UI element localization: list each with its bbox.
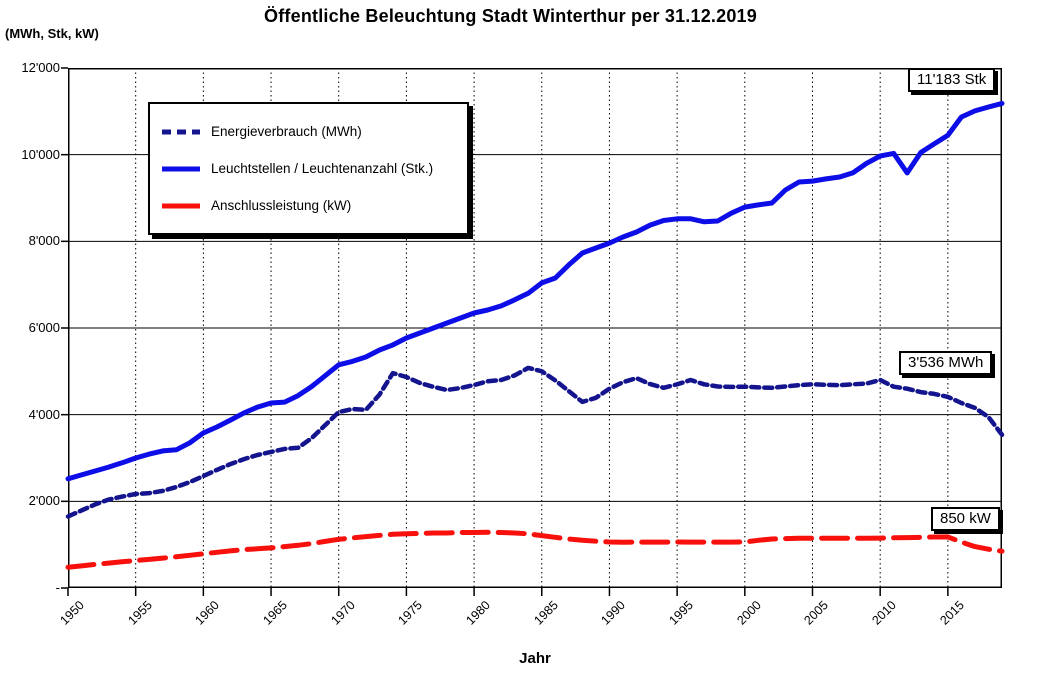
- chart-title: Öffentliche Beleuchtung Stadt Winterthur…: [264, 6, 757, 26]
- legend-item-leuchtstellen: Leuchtstellen / Leuchtenanzahl (Stk.): [162, 150, 461, 187]
- y-tick-label: 10'000: [21, 146, 60, 162]
- y-tick-label: 2'000: [28, 493, 60, 509]
- legend-label: Leuchtstellen / Leuchtenanzahl (Stk.): [211, 161, 434, 176]
- x-tick-label: 1960: [192, 598, 223, 628]
- data-label-anschlussleistung: 850 kW: [931, 507, 1000, 531]
- legend-label: Energieverbrauch (MWh): [211, 124, 362, 139]
- legend-item-energieverbrauch: Energieverbrauch (MWh): [162, 113, 461, 150]
- series-line: [65, 365, 1005, 519]
- plot-border: [68, 68, 1002, 588]
- x-tick-label: 2015: [937, 598, 967, 628]
- y-tick-label: -: [55, 580, 60, 595]
- series-line: [65, 100, 1005, 482]
- y-tick-label: 8'000: [28, 233, 60, 249]
- plot-area: [61, 67, 1005, 596]
- legend-item-anschlussleistung: Anschlussleistung (kW): [162, 187, 461, 224]
- data-label-energieverbrauch: 3'536 MWh: [899, 351, 993, 375]
- x-tick-label: 2005: [801, 598, 832, 628]
- x-tick-label: 1955: [125, 598, 155, 628]
- dashed-navy-line-icon: [162, 129, 200, 134]
- x-tick-label: 1990: [598, 598, 629, 628]
- legend-label: Anschlussleistung (kW): [211, 198, 352, 213]
- x-tick-label: 1980: [463, 598, 493, 628]
- y-tick-label: 6'000: [28, 320, 60, 335]
- data-label-leuchtstellen: 11'183 Stk: [908, 68, 996, 92]
- series-line: [65, 529, 1005, 570]
- x-tick-label: 2010: [869, 598, 900, 628]
- x-tick-label: 1995: [666, 598, 697, 628]
- chart-canvas: [61, 67, 1005, 596]
- x-tick-label: 1970: [328, 598, 358, 628]
- x-tick-label: 1975: [395, 598, 426, 628]
- legend-box: Energieverbrauch (MWh) Leuchtstellen / L…: [148, 102, 469, 235]
- solid-red-line-icon: [162, 203, 200, 208]
- x-tick-label: 2000: [734, 598, 764, 628]
- x-axis-label: Jahr: [519, 650, 551, 667]
- x-tick-label: 1950: [57, 598, 87, 628]
- y-tick-label: 12'000: [21, 60, 60, 75]
- x-tick-label: 1985: [531, 598, 561, 628]
- solid-blue-line-icon: [162, 166, 200, 171]
- y-axis-unit-label: (MWh, Stk, kW): [5, 26, 99, 41]
- y-tick-label: 4'000: [28, 406, 60, 422]
- x-tick-label: 1965: [260, 598, 290, 628]
